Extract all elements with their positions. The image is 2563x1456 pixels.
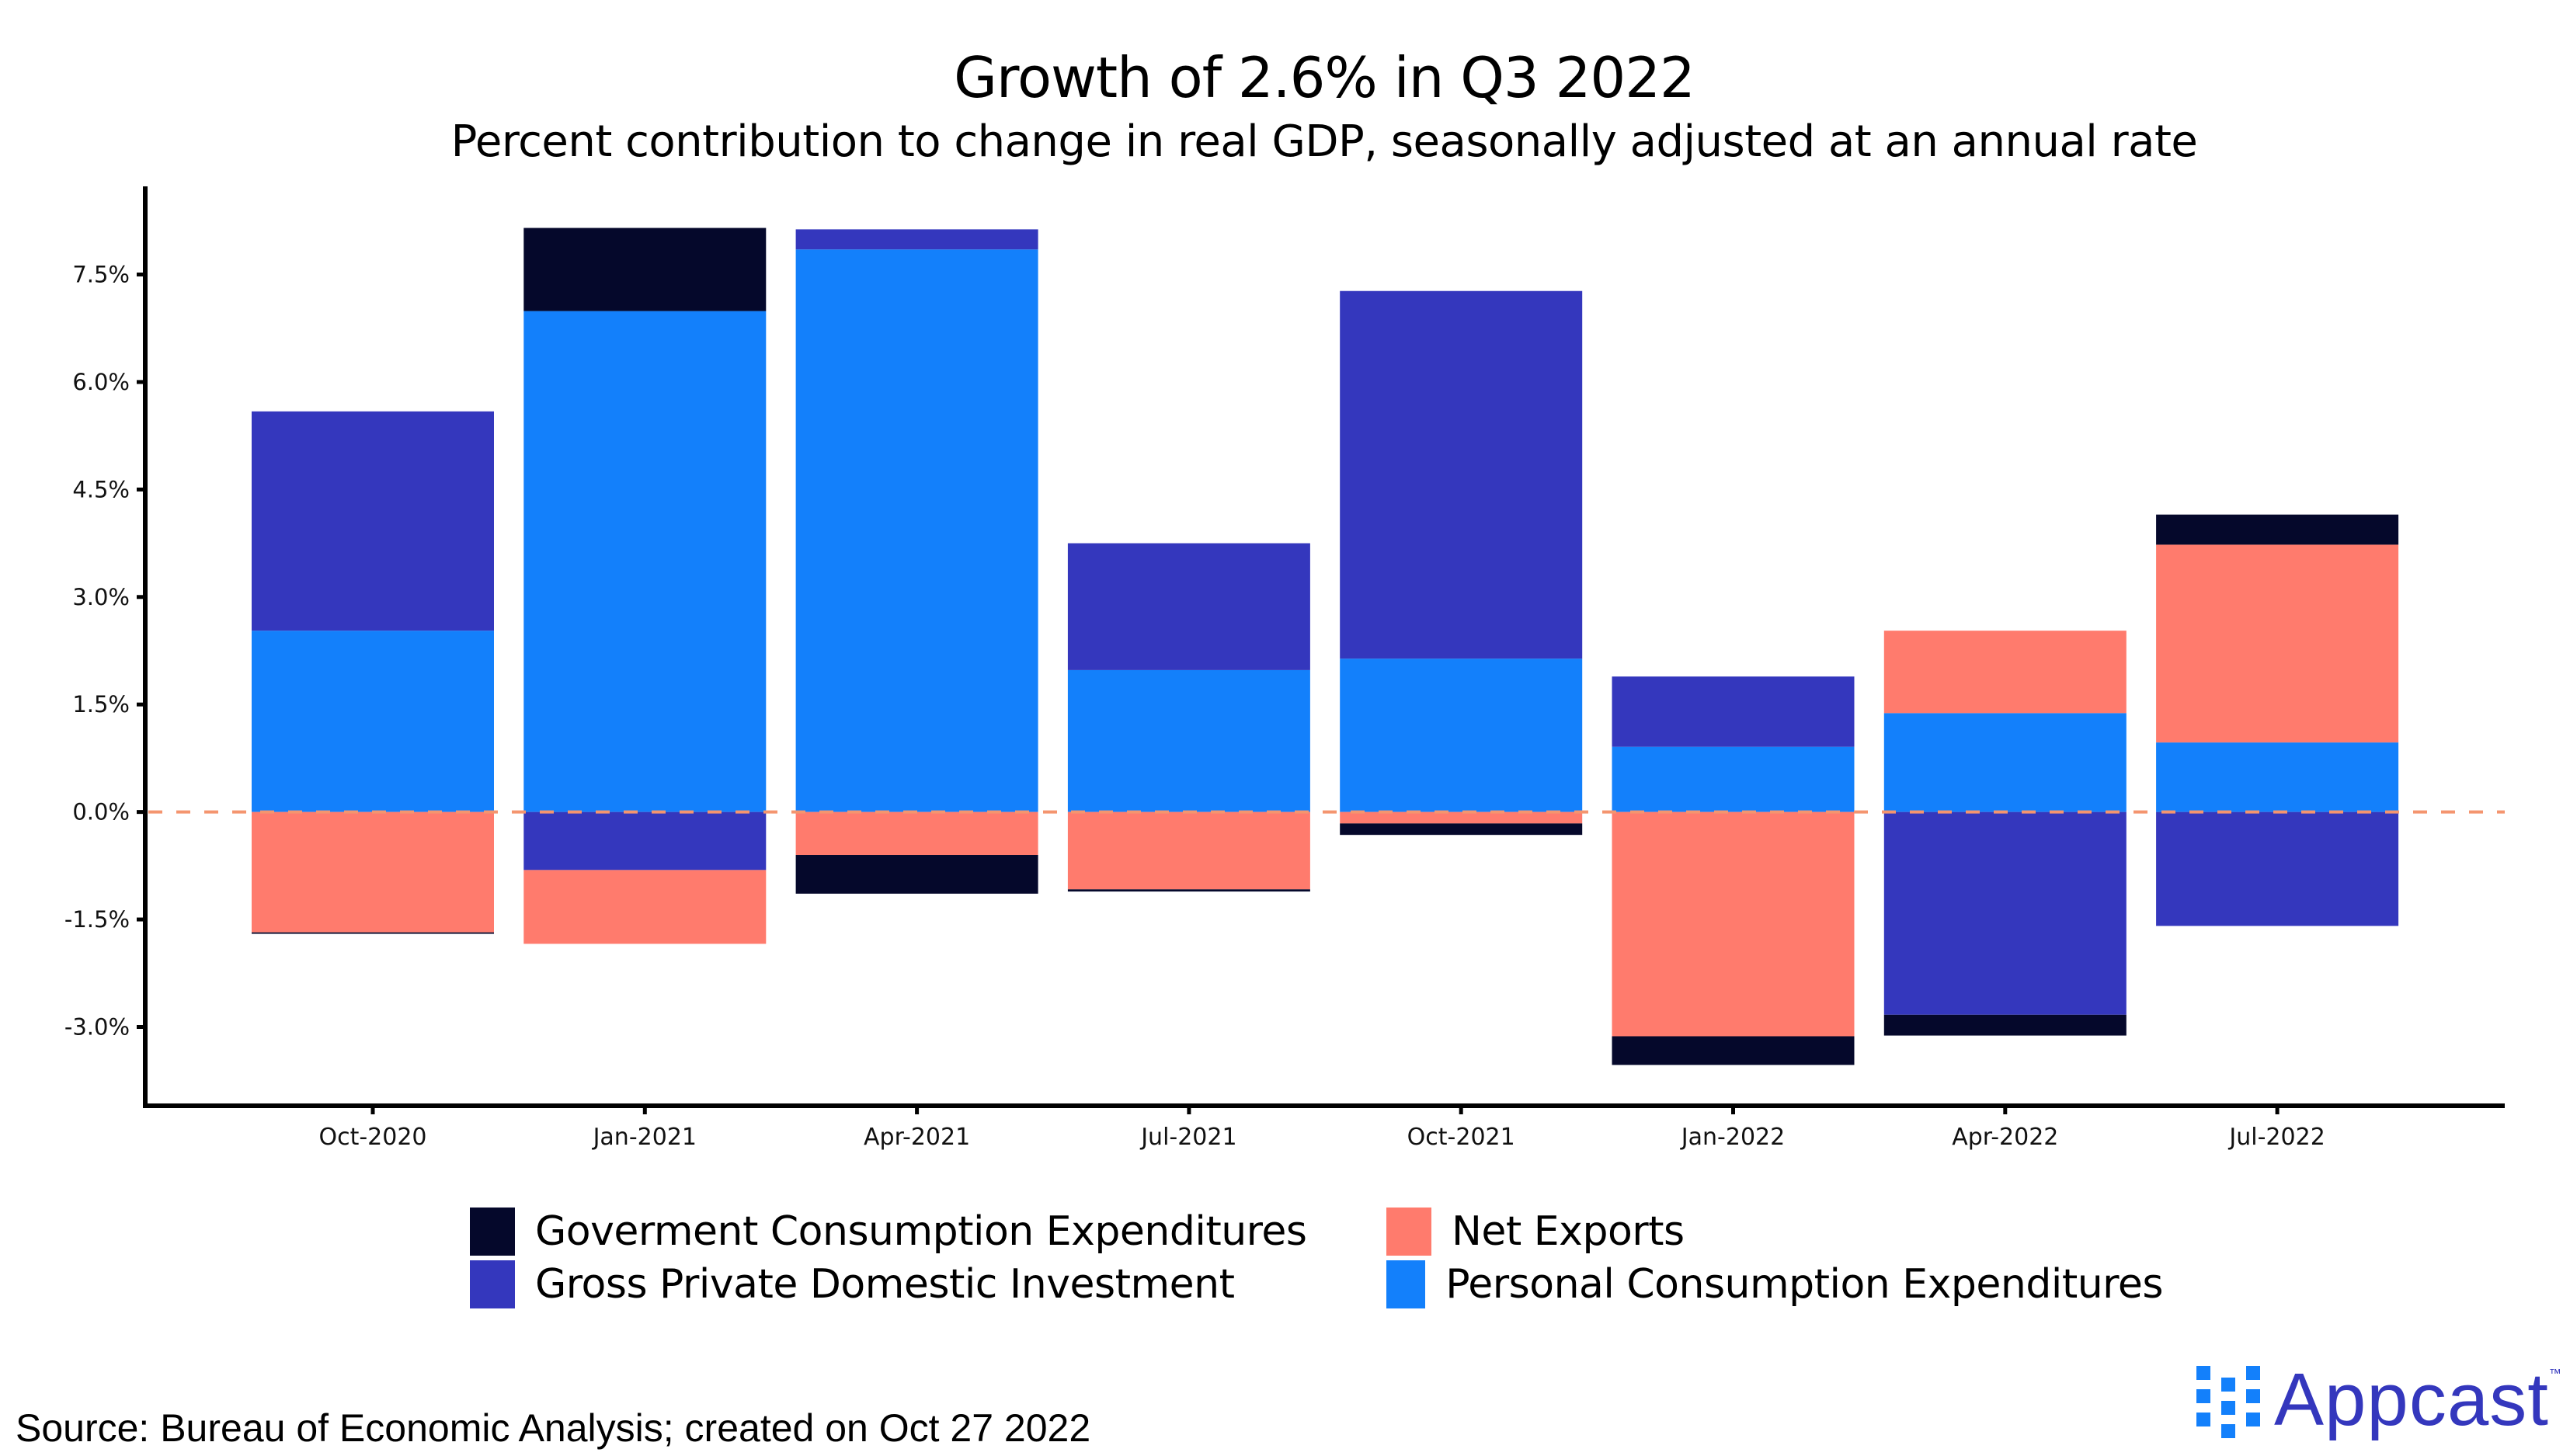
x-axis: Oct-2020 Jan-2021 Apr-2021 Jul-2021 Oct-2021… [143,1103,2505,1151]
legend-item-personal-consumption: Personal Consumption Expenditures [1386,1260,2163,1308]
y-tick-label: 7.5% [72,262,130,288]
bar-segment-jan-2021-personal-consumption-expenditures [523,311,767,812]
legend-item-investment: Gross Private Domestic Investment [470,1260,1386,1308]
legend-swatch-net-exports [1386,1208,1431,1256]
appcast-logo-text: Appcast [2274,1358,2549,1441]
y-tick-label: 1.5% [72,691,130,718]
bar-segment-jul-2022-personal-consumption-expenditures [2156,742,2399,812]
bar-segment-oct-2020-personal-consumption-expenditures [252,631,494,812]
bar-segment-apr-2022-gross-private-domestic-investment [1883,811,2127,1015]
bar-segment-jul-2021-goverment-consumption-expenditures [1067,889,1310,892]
bar-segment-oct-2020-goverment-consumption-expenditures [252,932,494,934]
bar-segment-jul-2022-gross-private-domestic-investment [2156,811,2399,926]
bar-segment-apr-2021-goverment-consumption-expenditures [795,855,1038,894]
y-tick-label: 6.0% [72,369,130,395]
legend: Goverment Consumption Expenditures Net E… [470,1208,2163,1308]
chart-title: Growth of 2.6% in Q3 2022 [954,45,1695,110]
legend-swatch-government [470,1208,515,1256]
bar-segment-apr-2021-personal-consumption-expenditures [795,249,1038,812]
bar-segment-apr-2022-net-exports [1883,631,2127,714]
x-tick-label: Jul-2021 [1139,1124,1236,1151]
bar-segment-oct-2021-goverment-consumption-expenditures [1340,823,1583,836]
bar-segment-jan-2022-personal-consumption-expenditures [1612,746,1855,812]
trademark-symbol: ™ [2548,1367,2561,1381]
bar-segment-oct-2021-personal-consumption-expenditures [1340,659,1583,812]
y-tick-label: 4.5% [72,476,130,502]
bar-segment-jan-2022-net-exports [1612,811,1855,1037]
x-tick-label: Jan-2021 [592,1124,697,1151]
bar-segment-jul-2021-net-exports [1067,811,1310,890]
appcast-logo: Appcast ™ [2196,1358,2561,1441]
bar-segment-jul-2022-goverment-consumption-expenditures [2156,514,2399,545]
legend-label-personal-consumption: Personal Consumption Expenditures [1445,1261,2163,1308]
y-tick-label: -1.5% [64,906,130,933]
x-tick-label: Apr-2021 [864,1124,970,1151]
bar-segment-jul-2021-personal-consumption-expenditures [1067,669,1310,812]
bar-segment-jul-2021-gross-private-domestic-investment [1067,543,1310,670]
x-tick-label: Oct-2021 [1407,1124,1515,1151]
x-tick-label: Jul-2022 [2227,1124,2325,1151]
chart-subtitle: Percent contribution to change in real G… [450,116,2198,167]
x-tick-label: Oct-2020 [318,1124,426,1151]
bar-segment-apr-2021-gross-private-domestic-investment [795,229,1038,250]
bar-segment-jan-2022-gross-private-domestic-investment [1612,676,1855,747]
bar-segment-apr-2022-goverment-consumption-expenditures [1883,1014,2127,1036]
bar-segment-jan-2021-gross-private-domestic-investment [523,811,767,870]
x-tick-label: Apr-2022 [1952,1124,2058,1151]
x-tick-label: Jan-2022 [1680,1124,1785,1151]
source-note: Source: Bureau of Economic Analysis; cre… [16,1406,1091,1450]
legend-swatch-investment [470,1260,515,1308]
y-tick-label: 3.0% [72,584,130,610]
bar-segment-apr-2022-personal-consumption-expenditures [1883,713,2127,812]
bar-segment-jul-2022-net-exports [2156,544,2399,743]
bar-segment-oct-2021-net-exports [1340,811,1583,824]
legend-label-net-exports: Net Exports [1452,1208,1685,1255]
bar-segment-jan-2021-goverment-consumption-expenditures [523,228,767,311]
bar-segment-oct-2020-gross-private-domestic-investment [252,411,494,631]
y-tick-label: -3.0% [64,1013,130,1040]
bar-segment-apr-2021-net-exports [795,811,1038,856]
bar-segment-oct-2020-net-exports [252,811,494,933]
legend-swatch-personal-consumption [1386,1260,1426,1308]
legend-item-net-exports: Net Exports [1386,1208,2163,1256]
legend-item-government: Goverment Consumption Expenditures [470,1208,1386,1256]
y-tick-label: 0.0% [72,799,130,825]
legend-label-investment: Gross Private Domestic Investment [535,1261,1235,1308]
bar-segment-oct-2021-gross-private-domestic-investment [1340,290,1583,659]
y-axis: -3.0% -1.5% 0.0% 1.5% 3.0% 4.5% 6.0% 7.5% [64,186,148,1108]
bar-segment-jan-2022-goverment-consumption-expenditures [1612,1036,1855,1065]
bar-segment-jan-2021-net-exports [523,870,767,944]
legend-label-government: Goverment Consumption Expenditures [535,1208,1307,1255]
bars-layer [252,228,2399,1065]
appcast-logo-icon [2196,1366,2262,1438]
